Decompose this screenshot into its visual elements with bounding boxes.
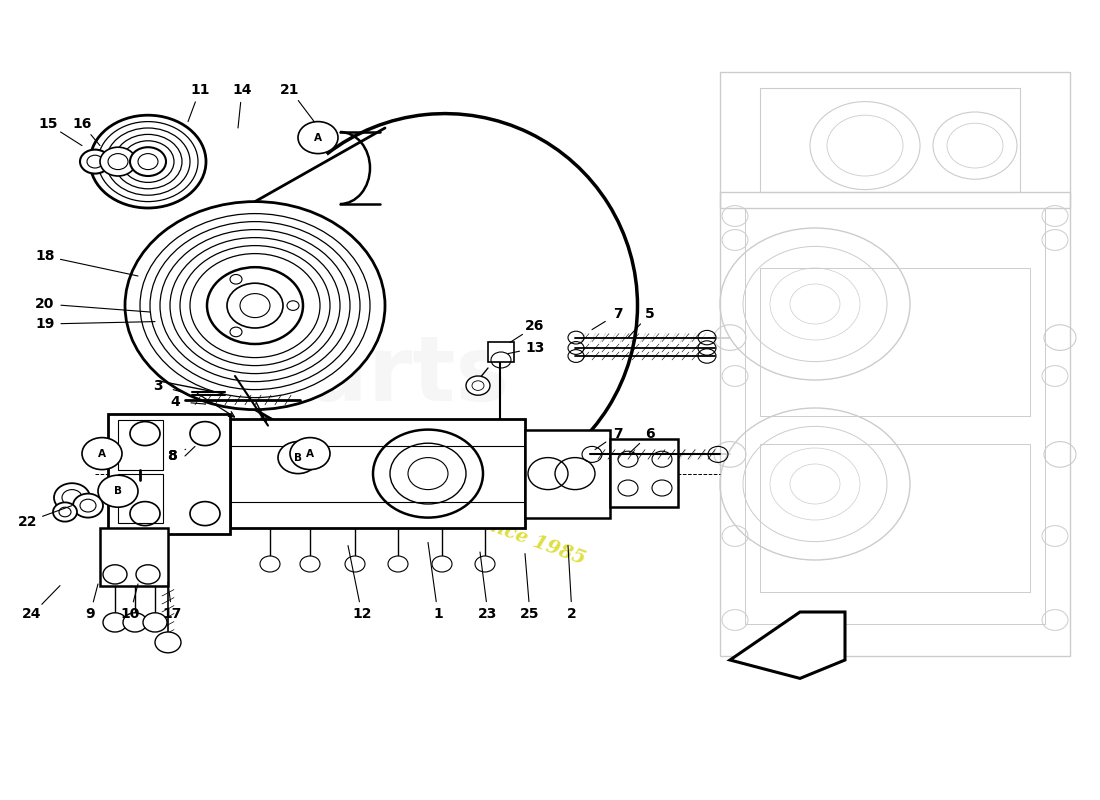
Circle shape <box>388 556 408 572</box>
Circle shape <box>290 438 330 470</box>
Text: 1: 1 <box>433 607 443 622</box>
Text: 7: 7 <box>613 306 623 321</box>
Bar <box>525 430 610 518</box>
Text: 11: 11 <box>190 82 210 97</box>
Bar <box>230 419 525 528</box>
Text: eparts: eparts <box>180 332 509 420</box>
Text: 14: 14 <box>232 82 252 97</box>
Text: 26: 26 <box>526 319 544 334</box>
Circle shape <box>123 613 147 632</box>
Text: a passion for parts since 1985: a passion for parts since 1985 <box>273 439 587 569</box>
Circle shape <box>90 115 206 208</box>
Circle shape <box>230 327 242 337</box>
Text: A: A <box>98 449 106 458</box>
Text: 4: 4 <box>170 394 180 409</box>
Bar <box>118 474 163 523</box>
Text: 23: 23 <box>478 607 497 622</box>
Circle shape <box>207 267 302 344</box>
Bar <box>108 414 230 534</box>
Bar <box>720 192 1070 656</box>
Bar <box>610 439 678 507</box>
Text: 5: 5 <box>645 306 654 321</box>
Circle shape <box>98 475 138 507</box>
Circle shape <box>300 556 320 572</box>
Bar <box>760 444 1030 592</box>
Circle shape <box>230 274 242 284</box>
Text: 15: 15 <box>39 117 57 131</box>
Text: 8: 8 <box>167 449 177 463</box>
Polygon shape <box>730 612 845 678</box>
Circle shape <box>103 613 127 632</box>
Circle shape <box>345 556 365 572</box>
Text: 20: 20 <box>35 297 55 311</box>
Circle shape <box>278 442 318 474</box>
Text: 7: 7 <box>613 426 623 441</box>
Circle shape <box>82 438 122 470</box>
Text: 3: 3 <box>153 378 163 393</box>
Text: B: B <box>114 486 122 496</box>
Circle shape <box>125 202 385 410</box>
Circle shape <box>100 147 136 176</box>
Circle shape <box>466 376 490 395</box>
Bar <box>760 268 1030 416</box>
Text: 21: 21 <box>280 82 299 97</box>
Text: 18: 18 <box>35 249 55 263</box>
Text: 22: 22 <box>19 514 37 529</box>
Text: 6: 6 <box>646 426 654 441</box>
Text: 19: 19 <box>35 317 55 331</box>
Text: 10: 10 <box>120 607 140 622</box>
Text: 16: 16 <box>73 117 91 131</box>
Bar <box>720 72 1070 208</box>
Text: 8: 8 <box>167 449 177 463</box>
Circle shape <box>155 632 182 653</box>
Circle shape <box>260 556 280 572</box>
Circle shape <box>143 613 167 632</box>
Circle shape <box>130 147 166 176</box>
Text: A: A <box>306 449 313 458</box>
Circle shape <box>73 494 103 518</box>
Text: 2: 2 <box>568 607 576 622</box>
Circle shape <box>53 502 77 522</box>
Text: 24: 24 <box>22 607 42 622</box>
Circle shape <box>298 122 338 154</box>
Bar <box>100 528 168 586</box>
Text: 9: 9 <box>85 607 95 622</box>
Bar <box>760 88 1020 192</box>
Bar <box>118 420 163 470</box>
Text: B: B <box>294 453 302 462</box>
Text: 12: 12 <box>352 607 372 622</box>
Text: 25: 25 <box>520 607 540 622</box>
Circle shape <box>54 483 90 512</box>
Circle shape <box>373 430 483 518</box>
Circle shape <box>287 301 299 310</box>
Bar <box>745 208 1045 624</box>
Text: 13: 13 <box>526 341 544 355</box>
Text: A: A <box>314 133 322 142</box>
Circle shape <box>475 556 495 572</box>
Circle shape <box>432 556 452 572</box>
Bar <box>488 342 514 362</box>
Circle shape <box>80 150 110 174</box>
Text: 17: 17 <box>163 607 182 622</box>
